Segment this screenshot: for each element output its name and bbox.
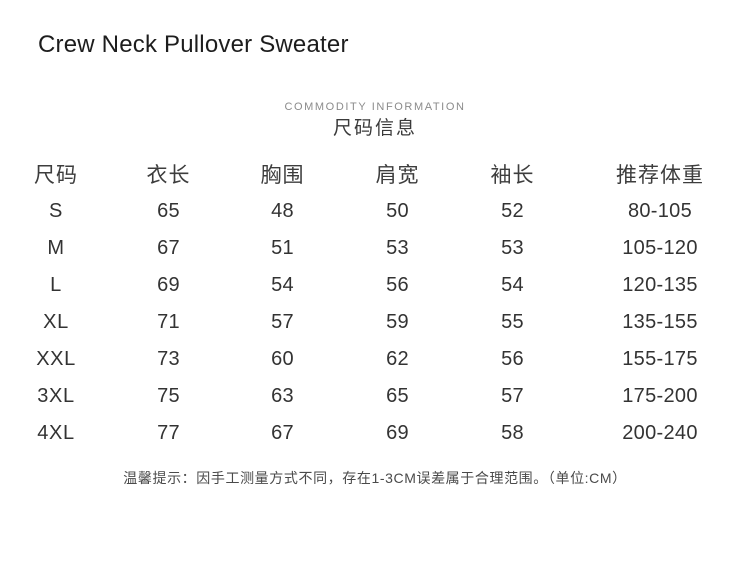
measurement-note: 温馨提示：因手工测量方式不同，存在1-3CM误差属于合理范围。（单位:CM） (123, 470, 627, 486)
table-row: S 65 48 50 52 80-105 (0, 193, 750, 230)
section-heading: COMMODITY INFORMATION 尺码信息 (0, 100, 750, 141)
cell-length: 73 (157, 348, 180, 370)
column-header-weight: 推荐体重 (616, 164, 704, 187)
cell-sleeve: 55 (501, 311, 524, 333)
column-header-length: 衣长 (146, 164, 191, 187)
cell-length: 67 (157, 237, 180, 259)
column-header-sleeve: 袖长 (490, 164, 535, 187)
column-header-shoulder: 肩宽 (375, 164, 420, 187)
cell-weight: 80-105 (627, 200, 693, 222)
column-header-size: 尺码 (34, 164, 78, 187)
cell-size: XL (43, 311, 69, 333)
table-row: L 69 54 56 54 120-135 (0, 267, 750, 304)
cell-bust: 57 (271, 311, 294, 333)
cell-length: 71 (157, 311, 180, 333)
cell-size: 4XL (37, 422, 75, 444)
cell-bust: 60 (271, 348, 294, 370)
cell-bust: 48 (271, 200, 294, 222)
cell-shoulder: 56 (386, 274, 409, 296)
cell-weight: 175-200 (622, 385, 698, 407)
cell-size: S (49, 200, 63, 222)
cell-shoulder: 69 (386, 422, 409, 444)
cell-sleeve: 53 (501, 237, 524, 259)
cell-length: 77 (157, 422, 180, 444)
cell-size: 3XL (37, 385, 75, 407)
cell-sleeve: 57 (501, 385, 524, 407)
table-row: M 67 51 53 53 105-120 (0, 230, 750, 267)
section-eyebrow-label: COMMODITY INFORMATION (284, 101, 466, 113)
cell-length: 65 (157, 200, 180, 222)
cell-sleeve: 56 (501, 348, 524, 370)
cell-length: 69 (157, 274, 180, 296)
cell-shoulder: 59 (386, 311, 409, 333)
table-row: XXL 73 60 62 56 155-175 (0, 341, 750, 378)
section-title-cn: 尺码信息 (332, 118, 417, 139)
cell-shoulder: 62 (386, 348, 409, 370)
cell-size: M (47, 237, 65, 259)
table-header-row: 尺码 衣长 胸围 肩宽 袖长 推荐体重 (0, 155, 750, 193)
column-header-bust: 胸围 (260, 164, 305, 187)
cell-weight: 200-240 (622, 422, 698, 444)
table-row: 4XL 77 67 69 58 200-240 (0, 415, 750, 452)
cell-size: L (50, 274, 62, 296)
table-row: 3XL 75 63 65 57 175-200 (0, 378, 750, 415)
cell-weight: 105-120 (622, 237, 698, 259)
size-table: 尺码 衣长 胸围 肩宽 袖长 推荐体重 S 65 48 50 52 80-105… (0, 155, 750, 452)
cell-shoulder: 53 (386, 237, 409, 259)
table-row: XL 71 57 59 55 135-155 (0, 304, 750, 341)
cell-sleeve: 52 (501, 200, 524, 222)
cell-bust: 63 (271, 385, 294, 407)
cell-bust: 51 (271, 237, 294, 259)
cell-weight: 155-175 (622, 348, 698, 370)
cell-weight: 135-155 (622, 311, 698, 333)
cell-sleeve: 58 (501, 422, 524, 444)
cell-bust: 67 (271, 422, 294, 444)
cell-length: 75 (157, 385, 180, 407)
page-title: Crew Neck Pullover Sweater (38, 31, 349, 58)
cell-bust: 54 (271, 274, 294, 296)
cell-shoulder: 50 (386, 200, 409, 222)
cell-sleeve: 54 (501, 274, 524, 296)
cell-shoulder: 65 (386, 385, 409, 407)
cell-size: XXL (36, 348, 76, 370)
cell-weight: 120-135 (622, 274, 698, 296)
